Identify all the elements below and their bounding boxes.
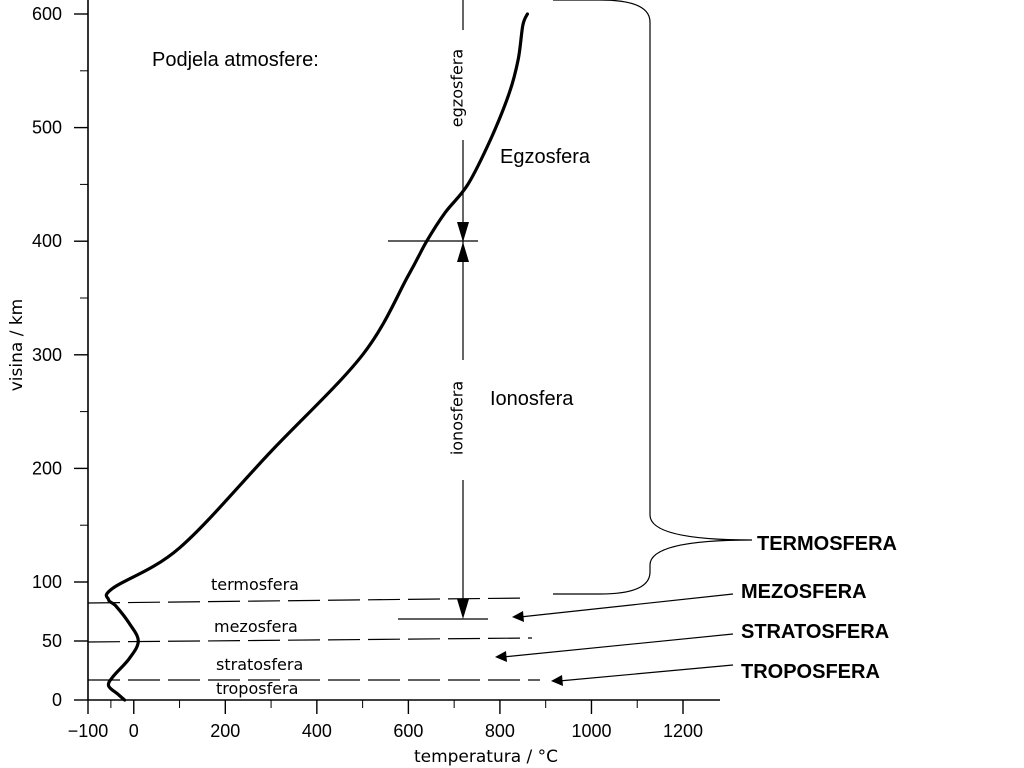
x-tick-label: 1000 — [571, 721, 611, 741]
arrow-ionosphere-down — [457, 599, 469, 619]
callout-troposfera: TROPOSFERA — [741, 661, 880, 683]
callout-arrow-troposfera — [558, 664, 734, 682]
callout-arrowhead-troposfera — [551, 675, 563, 686]
boundary-line-mesosphere — [87, 597, 529, 604]
x-tick-group: −100 0 200 400 600 800 1000 1200 — [68, 700, 703, 741]
y-tick-label: 400 — [32, 231, 62, 251]
y-tick-group: 0 50 100 200 300 400 500 600 — [32, 4, 88, 710]
arrow-ionosphere-up — [457, 242, 469, 262]
y-tick-label: 600 — [32, 4, 62, 24]
thermosphere-brace — [553, 0, 753, 595]
vertical-label-egzosfera: egzosfera — [448, 49, 467, 127]
x-tick-label: 0 — [129, 721, 139, 741]
y-tick-label: 50 — [42, 631, 62, 651]
x-axis-title: temperatura / °C — [414, 747, 558, 767]
temperature-profile-line — [104, 12, 529, 702]
layer-label-mezosfera: mezosfera — [214, 617, 298, 636]
x-tick-label: 400 — [302, 721, 332, 741]
chart-title: Podjela atmosfere: — [152, 49, 319, 71]
boundary-line-stratosphere — [87, 637, 533, 643]
y-tick-label: 300 — [32, 345, 62, 365]
callout-arrow-stratosfera — [502, 633, 734, 658]
callout-mezosfera: MEZOSFERA — [741, 581, 867, 603]
y-tick-label: 100 — [32, 572, 62, 592]
x-tick-label: 600 — [393, 721, 423, 741]
region-label-egzosfera: Egzosfera — [500, 146, 591, 168]
layer-label-troposfera: troposfera — [216, 679, 298, 698]
callout-arrowhead-mezosfera — [512, 611, 524, 622]
x-tick-label: 200 — [210, 721, 240, 741]
callout-arrow-mezosfera — [519, 593, 734, 618]
y-tick-label: 500 — [32, 118, 62, 138]
y-tick-label: 200 — [32, 458, 62, 478]
x-tick-label: −100 — [68, 721, 109, 741]
region-label-ionosfera: Ionosfera — [490, 388, 574, 410]
y-tick-label: 0 — [52, 690, 62, 710]
y-axis-title: visina / km — [7, 299, 27, 392]
callout-stratosfera: STRATOSFERA — [741, 621, 889, 643]
layer-label-termosfera: termosfera — [211, 575, 299, 594]
x-tick-label: 1200 — [663, 721, 703, 741]
x-tick-label: 800 — [485, 721, 515, 741]
callout-termosfera: TERMOSFERA — [757, 533, 897, 555]
arrow-exosphere-down — [457, 222, 469, 242]
callout-arrowhead-stratosfera — [495, 651, 507, 662]
layer-label-stratosfera: stratosfera — [216, 655, 303, 674]
vertical-label-ionosfera: ionosfera — [448, 381, 467, 455]
